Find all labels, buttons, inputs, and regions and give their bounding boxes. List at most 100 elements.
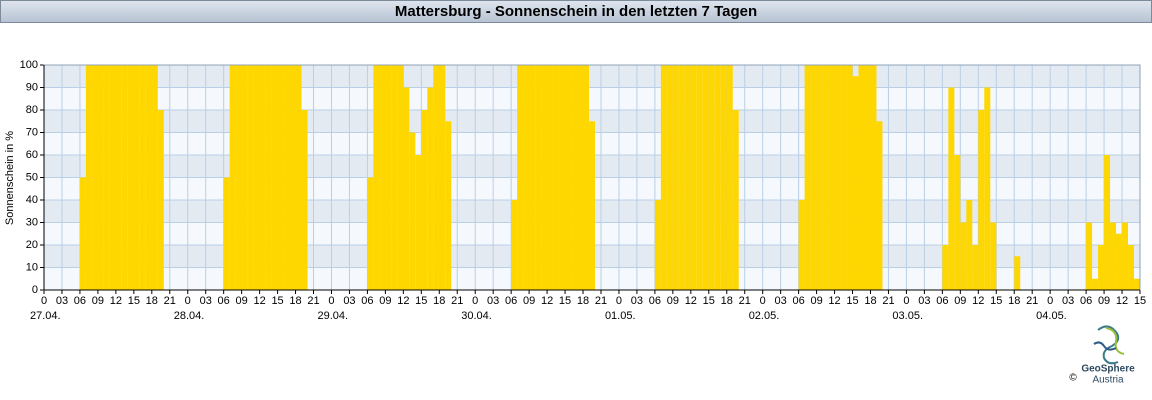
- y-tick-label: 90: [26, 81, 38, 93]
- logo-mark: [1097, 325, 1120, 365]
- x-tick-label: 15: [128, 295, 140, 307]
- y-tick-label: 10: [26, 261, 38, 273]
- bar: [654, 200, 661, 290]
- bar: [535, 65, 542, 290]
- x-tick-label: 0: [616, 295, 622, 307]
- bar: [846, 65, 853, 290]
- y-tick-label: 30: [26, 216, 38, 228]
- bar: [1122, 222, 1129, 290]
- bar: [379, 65, 386, 290]
- x-tick-label: 18: [146, 295, 158, 307]
- bar: [283, 65, 290, 290]
- x-tick-label: 0: [903, 295, 909, 307]
- bar: [1128, 245, 1135, 290]
- bar: [85, 65, 92, 290]
- bar: [990, 222, 997, 290]
- y-tick-label: 40: [26, 194, 38, 206]
- x-tick-label: 18: [289, 295, 301, 307]
- x-tick-label: 06: [505, 295, 517, 307]
- date-label: 02.05.: [749, 310, 780, 322]
- bar: [271, 65, 278, 290]
- bar: [529, 65, 536, 290]
- bar: [810, 65, 817, 290]
- bar: [397, 65, 404, 290]
- x-tick-label: 0: [760, 295, 766, 307]
- bar: [517, 65, 524, 290]
- bar: [583, 65, 590, 290]
- bar: [277, 65, 284, 290]
- x-tick-label: 06: [361, 295, 373, 307]
- x-tick-label: 09: [810, 295, 822, 307]
- bar: [858, 65, 865, 290]
- bar: [289, 65, 296, 290]
- x-tick-label: 12: [541, 295, 553, 307]
- grid-band: [44, 65, 1140, 88]
- x-tick-label: 12: [110, 295, 122, 307]
- y-tick-label: 100: [20, 59, 38, 71]
- bar: [672, 65, 679, 290]
- x-tick-label: 0: [41, 295, 47, 307]
- bar: [445, 121, 452, 290]
- x-tick-label: 21: [1026, 295, 1038, 307]
- x-tick-label: 03: [775, 295, 787, 307]
- bar: [91, 65, 98, 290]
- bar: [127, 65, 134, 290]
- bar: [954, 155, 961, 290]
- bar: [708, 65, 715, 290]
- y-tick-label: 50: [26, 171, 38, 183]
- x-tick-label: 15: [703, 295, 715, 307]
- bar: [433, 65, 440, 290]
- bar: [972, 245, 979, 290]
- bar: [1110, 222, 1117, 290]
- x-tick-label: 09: [379, 295, 391, 307]
- x-tick-label: 0: [185, 295, 191, 307]
- bar: [864, 65, 871, 290]
- y-axis-label: Sonnenschein in %: [4, 131, 16, 225]
- bar: [1014, 256, 1021, 290]
- x-tick-label: 18: [864, 295, 876, 307]
- x-tick-label: 06: [218, 295, 230, 307]
- x-tick-label: 03: [200, 295, 212, 307]
- bar: [553, 65, 560, 290]
- bar: [870, 65, 877, 290]
- bar: [151, 65, 158, 290]
- bar: [265, 65, 272, 290]
- bar: [834, 65, 841, 290]
- bar: [948, 87, 955, 290]
- x-tick-label: 03: [918, 295, 930, 307]
- bar: [259, 65, 266, 290]
- bar: [720, 65, 727, 290]
- logo-mark: [1093, 341, 1117, 351]
- bar: [565, 65, 572, 290]
- x-tick-label: 15: [1134, 295, 1146, 307]
- x-tick-label: 03: [487, 295, 499, 307]
- x-tick-label: 15: [415, 295, 427, 307]
- bar: [229, 65, 236, 290]
- bar: [726, 65, 733, 290]
- bar: [241, 65, 248, 290]
- bar: [235, 65, 242, 290]
- bar: [696, 65, 703, 290]
- x-tick-label: 21: [882, 295, 894, 307]
- bar: [421, 110, 428, 290]
- bar: [822, 65, 829, 290]
- x-tick-label: 03: [1062, 295, 1074, 307]
- bar: [966, 200, 973, 290]
- bar: [984, 87, 991, 290]
- x-tick-label: 15: [846, 295, 858, 307]
- bar: [840, 65, 847, 290]
- bar: [439, 65, 446, 290]
- grid-band: [44, 87, 1140, 110]
- x-tick-label: 15: [271, 295, 283, 307]
- logo-name: GeoSphere: [1081, 364, 1135, 375]
- logo-mark: [1105, 327, 1125, 355]
- bar: [942, 245, 949, 290]
- x-tick-label: 21: [307, 295, 319, 307]
- x-tick-label: 12: [253, 295, 265, 307]
- x-tick-label: 15: [559, 295, 571, 307]
- bar: [804, 65, 811, 290]
- bar: [978, 110, 985, 290]
- bar: [702, 65, 709, 290]
- bar: [828, 65, 835, 290]
